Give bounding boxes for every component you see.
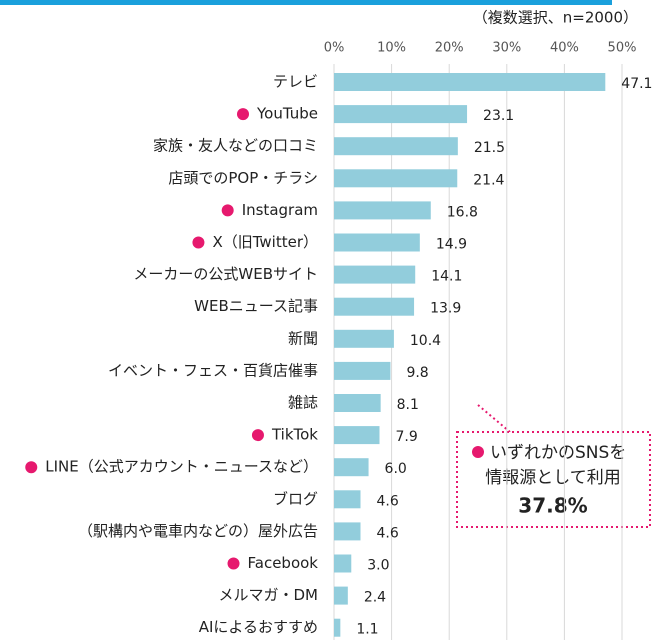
x-tick-label: 10% — [377, 41, 406, 56]
category-label: X（旧Twitter） — [212, 233, 318, 251]
category-label: 家族・友人などの口コミ — [153, 137, 318, 155]
category-label: イベント・フェス・百貨店催事 — [108, 361, 318, 379]
category-label: YouTube — [256, 105, 318, 123]
value-label: 16.8 — [447, 204, 478, 220]
sns-dot — [25, 461, 38, 474]
value-label: 4.6 — [376, 525, 398, 541]
bar — [334, 586, 348, 605]
bar — [334, 265, 416, 284]
category-label: 新聞 — [288, 329, 318, 347]
value-label: 7.9 — [396, 429, 418, 445]
value-label: 14.9 — [436, 237, 467, 253]
callout-text: 情報源として利用 — [485, 468, 621, 488]
x-tick-label: 30% — [492, 41, 521, 56]
value-label: 23.1 — [483, 108, 514, 124]
bar — [334, 458, 369, 477]
bar — [334, 233, 420, 252]
bar — [334, 522, 361, 541]
x-tick-label: 0% — [324, 41, 345, 56]
category-label: LINE（公式アカウント・ニュースなど） — [45, 458, 318, 476]
sns-dot — [192, 236, 205, 249]
sns-dot — [237, 108, 249, 121]
value-label: 1.1 — [356, 622, 378, 638]
value-label: 14.1 — [431, 269, 462, 285]
bar — [334, 618, 341, 637]
sns-dot — [251, 429, 264, 442]
callout-dot — [472, 446, 484, 458]
value-label: 47.1 — [621, 76, 652, 92]
category-label: 店頭でのPOP・チラシ — [168, 169, 318, 187]
value-label: 21.4 — [473, 172, 504, 188]
bar — [334, 201, 431, 220]
category-label: （駅構内や電車内などの）屋外広告 — [78, 522, 318, 540]
bar — [334, 361, 391, 380]
category-label: Instagram — [242, 201, 318, 219]
bar — [334, 329, 394, 348]
callout-text: いずれかのSNSを — [490, 443, 626, 463]
category-label: TikTok — [271, 426, 318, 444]
value-label: 2.4 — [364, 590, 386, 606]
x-tick-label: 40% — [550, 41, 579, 56]
bar — [334, 169, 458, 188]
bar — [334, 105, 468, 124]
value-label: 4.6 — [376, 493, 398, 509]
value-label: 8.1 — [397, 397, 419, 413]
category-label: メーカーの公式WEBサイト — [133, 265, 318, 283]
category-label: 雑誌 — [288, 394, 318, 412]
category-label: Facebook — [248, 554, 319, 572]
value-label: 21.5 — [474, 140, 505, 156]
bar — [334, 426, 380, 445]
callout-box — [456, 431, 651, 528]
value-label: 6.0 — [385, 461, 407, 477]
sns-dot — [227, 557, 240, 570]
category-label: AIによるおすすめ — [199, 618, 318, 636]
sns-dot — [221, 204, 234, 217]
bar — [334, 297, 415, 316]
category-label: テレビ — [273, 73, 318, 91]
x-tick-label: 20% — [435, 41, 464, 56]
chart-subtitle: （複数選択、n=2000） — [473, 9, 638, 27]
bar — [334, 394, 381, 412]
value-label: 10.4 — [410, 333, 441, 349]
value-label: 9.8 — [406, 365, 428, 381]
bar — [334, 554, 352, 573]
bar — [334, 490, 361, 509]
bar — [334, 73, 606, 91]
value-label: 3.0 — [367, 558, 389, 574]
bar — [334, 137, 458, 156]
callout-value: 37.8% — [518, 494, 587, 518]
category-label: WEBニュース記事 — [194, 297, 318, 315]
category-label: ブログ — [273, 490, 318, 508]
x-tick-label: 50% — [608, 41, 637, 56]
callout-pointer — [477, 404, 511, 433]
header-line — [0, 0, 612, 5]
category-label: メルマガ・DM — [219, 586, 319, 604]
value-label: 13.9 — [430, 301, 461, 317]
